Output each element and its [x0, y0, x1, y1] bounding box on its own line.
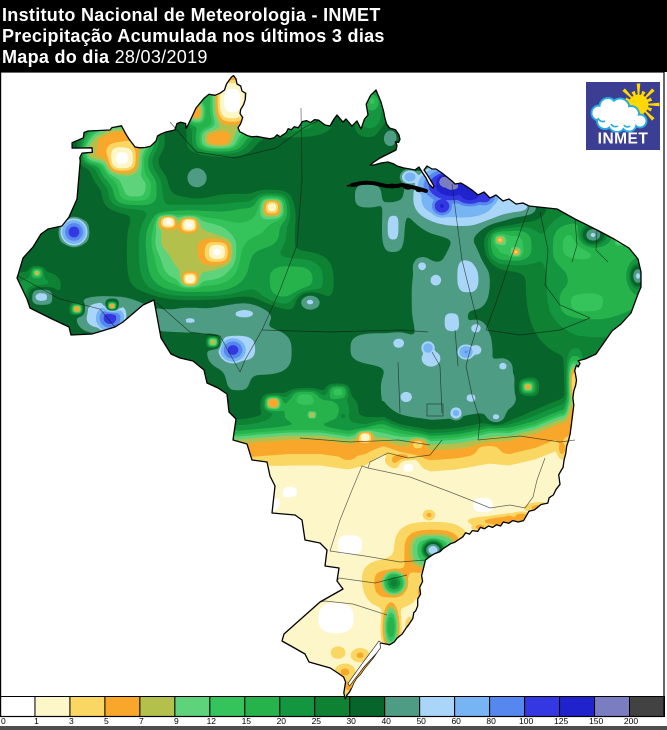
- svg-text:50: 50: [416, 716, 426, 726]
- svg-text:200: 200: [624, 716, 638, 726]
- svg-text:15: 15: [242, 716, 252, 726]
- svg-text:20: 20: [277, 716, 287, 726]
- svg-text:9: 9: [174, 716, 179, 726]
- svg-text:INMET: INMET: [598, 131, 649, 148]
- svg-text:3: 3: [69, 716, 74, 726]
- svg-text:125: 125: [554, 716, 568, 726]
- svg-text:5: 5: [104, 716, 109, 726]
- svg-text:0: 0: [1, 716, 6, 726]
- svg-text:40: 40: [381, 716, 391, 726]
- svg-text:7: 7: [139, 716, 144, 726]
- svg-text:60: 60: [451, 716, 461, 726]
- svg-text:100: 100: [519, 716, 533, 726]
- svg-text:150: 150: [589, 716, 603, 726]
- svg-text:80: 80: [486, 716, 496, 726]
- svg-text:25: 25: [312, 716, 322, 726]
- svg-text:1: 1: [34, 716, 39, 726]
- svg-text:30: 30: [346, 716, 356, 726]
- svg-text:12: 12: [207, 716, 217, 726]
